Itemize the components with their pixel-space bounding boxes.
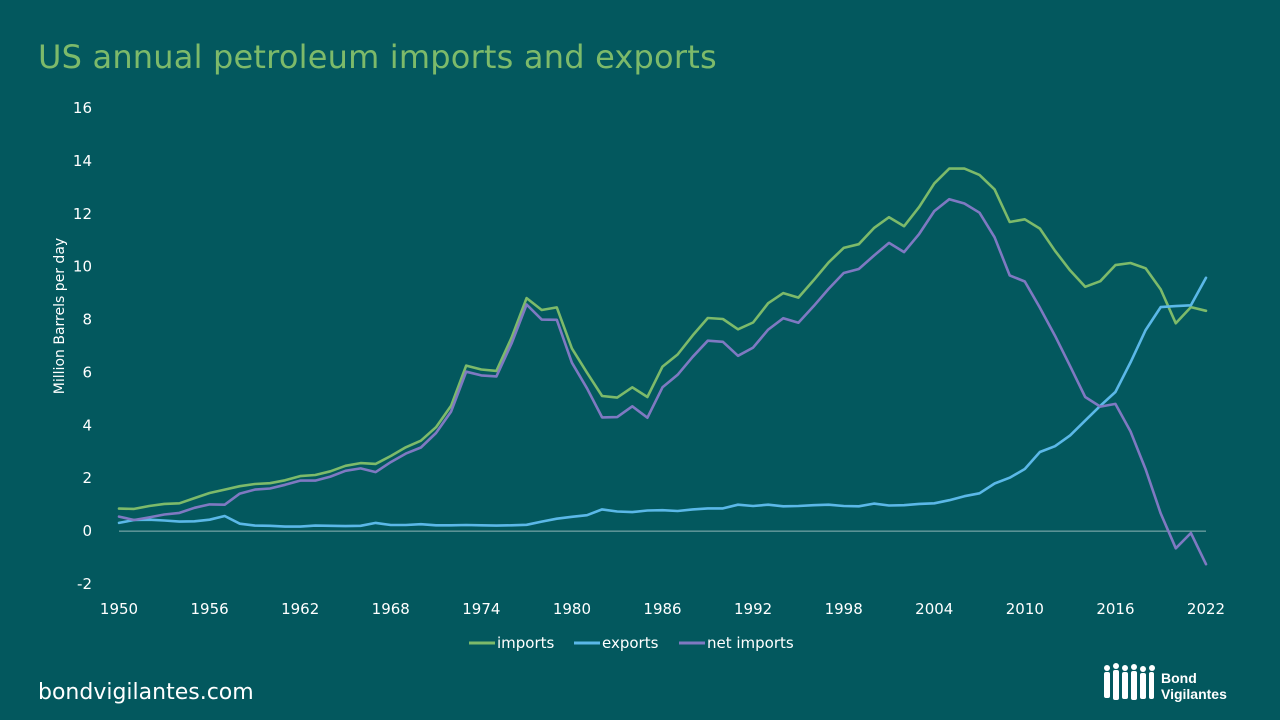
y-tick-label: 16: [73, 99, 92, 117]
series-line-imports: [117, 167, 1208, 511]
x-tick-label: 1956: [190, 600, 228, 618]
x-tick-label: 2004: [915, 600, 953, 618]
legend-label: imports: [497, 634, 555, 652]
chart-title: US annual petroleum imports and exports: [38, 38, 717, 76]
series-line-exports: [117, 276, 1208, 528]
bond-vigilantes-logo: [1104, 663, 1155, 700]
y-tick-label: 4: [82, 416, 92, 434]
x-tick-label: 1980: [553, 600, 591, 618]
y-axis-ticks: -2 0 2 4 6 8 10 12 14 16: [73, 99, 92, 593]
x-tick-label: 1992: [734, 600, 772, 618]
y-tick-label: 14: [73, 152, 92, 170]
line-chart: -2 0 2 4 6 8 10 12 14 16 1950 1956 1962 1968 1974 1980…: [52, 99, 1225, 652]
y-tick-label: -2: [77, 575, 92, 593]
legend-item: net imports: [679, 634, 794, 652]
series-lines: [117, 167, 1208, 566]
x-tick-label: 1974: [462, 600, 500, 618]
legend-label: net imports: [707, 634, 794, 652]
y-tick-label: 0: [82, 522, 92, 540]
x-tick-label: 2016: [1096, 600, 1134, 618]
legend: imports exports net imports: [469, 634, 794, 652]
y-axis-label: Million Barrels per day: [52, 238, 68, 394]
y-tick-label: 2: [82, 469, 92, 487]
y-tick-label: 8: [82, 311, 92, 329]
legend-item: imports: [469, 634, 555, 652]
x-tick-label: 2022: [1187, 600, 1225, 618]
logo-line-2: Vigilantes: [1161, 686, 1227, 702]
legend-label: exports: [602, 634, 659, 652]
x-tick-label: 1968: [372, 600, 410, 618]
footer-url: bondvigilantes.com: [38, 680, 254, 705]
y-tick-label: 6: [82, 363, 92, 381]
x-tick-label: 1950: [100, 600, 138, 618]
logo-text: Bond Vigilantes: [1161, 670, 1227, 702]
y-tick-label: 12: [73, 205, 92, 223]
legend-item: exports: [574, 634, 659, 652]
x-tick-label: 1998: [825, 600, 863, 618]
x-tick-label: 1962: [281, 600, 319, 618]
x-tick-label: 2010: [1006, 600, 1044, 618]
logo-line-1: Bond: [1161, 670, 1197, 686]
y-tick-label: 10: [73, 258, 92, 276]
x-axis-ticks: 1950 1956 1962 1968 1974 1980 1986 1992 1998 2004…: [100, 600, 1225, 618]
series-line-net-imports: [117, 197, 1208, 566]
people-silhouettes-icon: [1104, 663, 1155, 700]
x-tick-label: 1986: [643, 600, 681, 618]
